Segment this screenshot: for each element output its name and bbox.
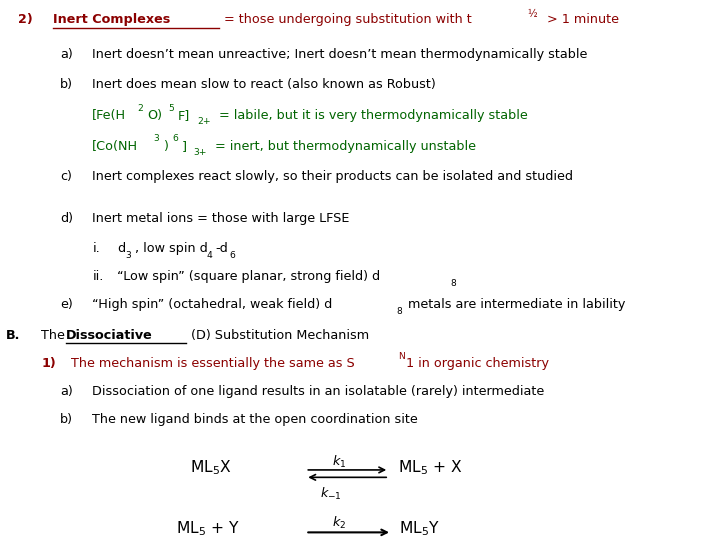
Text: “Low spin” (square planar, strong field) d: “Low spin” (square planar, strong field)… <box>117 271 380 284</box>
Text: $\mathrm{ML_5X}$: $\mathrm{ML_5X}$ <box>190 458 232 477</box>
Text: (D) Substitution Mechanism: (D) Substitution Mechanism <box>186 329 369 342</box>
Text: “High spin” (octahedral, weak field) d: “High spin” (octahedral, weak field) d <box>92 299 333 312</box>
Text: 3+: 3+ <box>193 147 207 157</box>
Text: Inert complexes react slowly, so their products can be isolated and studied: Inert complexes react slowly, so their p… <box>92 171 573 184</box>
Text: $k_1$: $k_1$ <box>333 454 346 470</box>
Text: 4: 4 <box>207 252 212 260</box>
Text: O): O) <box>147 109 162 122</box>
Text: [Fe(H: [Fe(H <box>92 109 127 122</box>
Text: Inert does mean slow to react (also known as Robust): Inert does mean slow to react (also know… <box>92 78 436 91</box>
Text: $k_2$: $k_2$ <box>333 515 346 531</box>
Text: 5: 5 <box>168 104 174 113</box>
Text: 8: 8 <box>396 307 402 316</box>
Text: ]: ] <box>181 140 186 153</box>
Text: d): d) <box>60 212 73 225</box>
Text: 1 in organic chemistry: 1 in organic chemistry <box>406 357 549 370</box>
Text: 3: 3 <box>153 134 159 144</box>
Text: Inert metal ions = those with large LFSE: Inert metal ions = those with large LFSE <box>92 212 350 225</box>
Text: -d: -d <box>215 242 228 255</box>
Text: a): a) <box>60 385 73 399</box>
Text: = those undergoing substitution with t: = those undergoing substitution with t <box>220 14 472 26</box>
Text: b): b) <box>60 78 73 91</box>
Text: Dissociative: Dissociative <box>66 329 153 342</box>
Text: 1): 1) <box>41 357 56 370</box>
Text: 8: 8 <box>450 279 456 288</box>
Text: metals are intermediate in lability: metals are intermediate in lability <box>404 299 626 312</box>
Text: ½: ½ <box>527 10 536 19</box>
Text: b): b) <box>60 413 73 426</box>
Text: 6: 6 <box>173 134 179 144</box>
Text: 2): 2) <box>18 14 32 26</box>
Text: = labile, but it is very thermodynamically stable: = labile, but it is very thermodynamical… <box>215 109 528 122</box>
Text: $\mathrm{ML_5}$ + X: $\mathrm{ML_5}$ + X <box>397 458 462 477</box>
Text: The new ligand binds at the open coordination site: The new ligand binds at the open coordin… <box>92 413 418 426</box>
Text: ii.: ii. <box>92 271 104 284</box>
Text: 2: 2 <box>137 104 143 113</box>
Text: The: The <box>41 329 69 342</box>
Text: , low spin d: , low spin d <box>135 242 207 255</box>
Text: a): a) <box>60 48 73 60</box>
Text: $\mathrm{ML_5}$ + Y: $\mathrm{ML_5}$ + Y <box>176 519 240 538</box>
Text: F]: F] <box>178 109 190 122</box>
Text: e): e) <box>60 299 73 312</box>
Text: = inert, but thermodynamically unstable: = inert, but thermodynamically unstable <box>211 140 476 153</box>
Text: [Co(NH: [Co(NH <box>92 140 138 153</box>
Text: $\mathrm{ML_5Y}$: $\mathrm{ML_5Y}$ <box>399 519 440 538</box>
Text: Inert doesn’t mean unreactive; Inert doesn’t mean thermodynamically stable: Inert doesn’t mean unreactive; Inert doe… <box>92 48 588 60</box>
Text: $k_{-1}$: $k_{-1}$ <box>320 486 341 502</box>
Text: > 1 minute: > 1 minute <box>543 14 619 26</box>
Text: Dissociation of one ligand results in an isolatable (rarely) intermediate: Dissociation of one ligand results in an… <box>92 385 544 399</box>
Text: 3: 3 <box>126 252 132 260</box>
Text: N: N <box>397 352 405 361</box>
Text: 6: 6 <box>230 252 235 260</box>
Text: Inert Complexes: Inert Complexes <box>53 14 171 26</box>
Text: d: d <box>117 242 125 255</box>
Text: c): c) <box>60 171 72 184</box>
Text: B.: B. <box>6 329 20 342</box>
Text: The mechanism is essentially the same as S: The mechanism is essentially the same as… <box>71 357 355 370</box>
Text: ): ) <box>163 140 168 153</box>
Text: i.: i. <box>92 242 100 255</box>
Text: 2+: 2+ <box>197 117 211 126</box>
